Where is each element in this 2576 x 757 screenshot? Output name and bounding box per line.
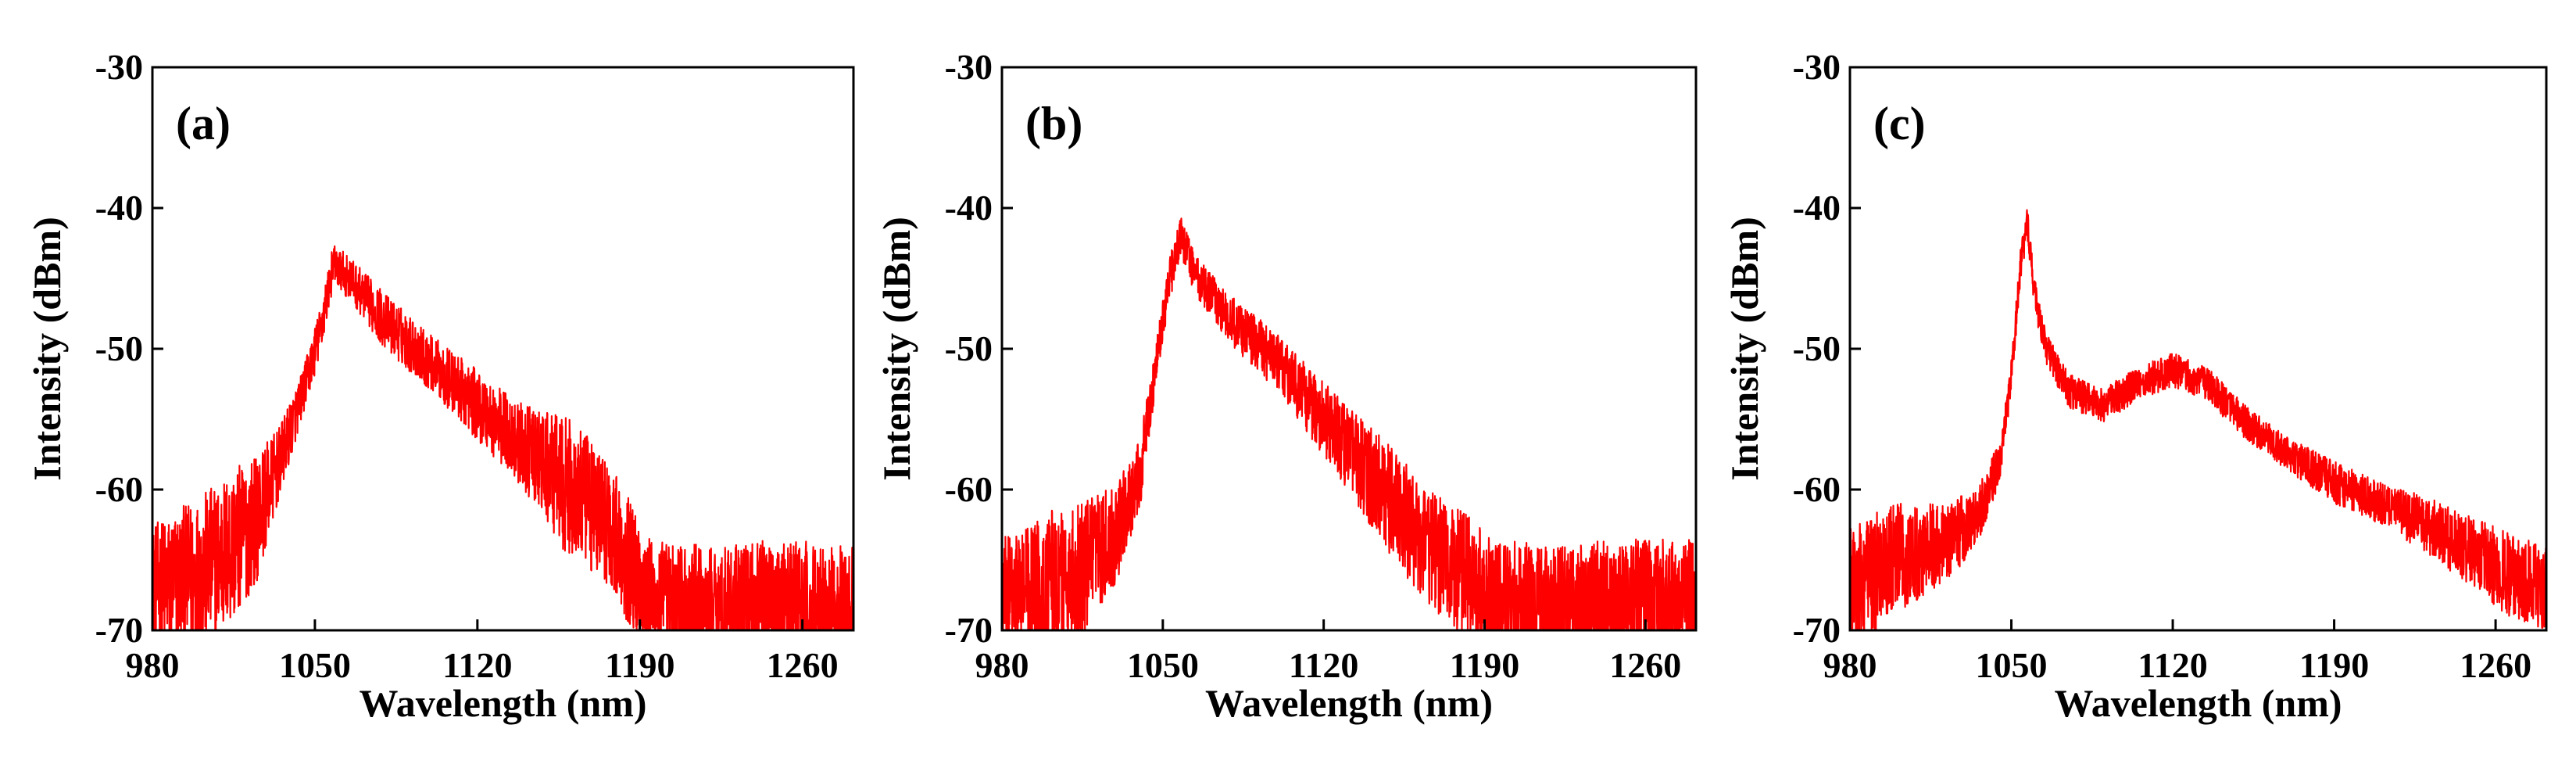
y-tick-label: -40 bbox=[945, 188, 993, 228]
y-tick-label: -70 bbox=[95, 610, 143, 650]
y-tick-label: -50 bbox=[1793, 328, 1841, 368]
x-axis-label: Wavelength (nm) bbox=[2054, 681, 2342, 725]
y-tick-label: -60 bbox=[1793, 469, 1841, 509]
panel-label: (a) bbox=[176, 98, 231, 149]
x-tick-label: 1120 bbox=[442, 645, 512, 685]
x-tick-label: 980 bbox=[1823, 645, 1877, 685]
y-axis-label: Intensity (dBm) bbox=[875, 217, 918, 481]
y-tick-label: -30 bbox=[945, 47, 993, 87]
panel-label: (b) bbox=[1025, 98, 1082, 149]
x-tick-label: 980 bbox=[126, 645, 180, 685]
y-tick-label: -30 bbox=[95, 47, 143, 87]
series-line-spectrum bbox=[1002, 217, 1696, 630]
y-tick-label: -50 bbox=[95, 328, 143, 368]
x-axis-label: Wavelength (nm) bbox=[1205, 681, 1493, 725]
y-tick-label: -60 bbox=[945, 469, 993, 509]
y-tick-label: -60 bbox=[95, 469, 143, 509]
series-line-spectrum bbox=[1850, 209, 2546, 630]
x-tick-label: 1190 bbox=[605, 645, 674, 685]
y-tick-label: -70 bbox=[945, 610, 993, 650]
x-axis-label: Wavelength (nm) bbox=[359, 681, 646, 725]
x-tick-label: 1050 bbox=[279, 645, 351, 685]
x-tick-label: 1050 bbox=[1127, 645, 1199, 685]
x-tick-label: 1190 bbox=[2299, 645, 2369, 685]
y-tick-label: -30 bbox=[1793, 47, 1841, 87]
x-tick-label: 1190 bbox=[1450, 645, 1519, 685]
y-tick-label: -40 bbox=[95, 188, 143, 228]
x-tick-label: 1050 bbox=[1976, 645, 2048, 685]
x-tick-label: 980 bbox=[975, 645, 1029, 685]
y-tick-label: -50 bbox=[945, 328, 993, 368]
chart-panel-c: 980 1050 1120 1190 1260 -30 -40 -50 -60 -70 Wavele… bbox=[1723, 47, 2548, 725]
x-tick-label: 1120 bbox=[2138, 645, 2207, 685]
y-tick-label: -40 bbox=[1793, 188, 1841, 228]
x-tick-label: 1120 bbox=[1289, 645, 1358, 685]
y-axis-label: Intensity (dBm) bbox=[25, 217, 69, 481]
series-line-spectrum bbox=[152, 245, 853, 630]
panel-label: (c) bbox=[1873, 98, 1926, 149]
y-axis-label: Intensity (dBm) bbox=[1723, 217, 1766, 481]
chart-panel-b: 980 1050 1120 1190 1260 -30 -40 -50 -60 -70 Wavele… bbox=[875, 47, 1698, 725]
x-tick-label: 1260 bbox=[1609, 645, 1681, 685]
x-tick-label: 1260 bbox=[767, 645, 839, 685]
y-tick-label: -70 bbox=[1793, 610, 1841, 650]
x-tick-label: 1260 bbox=[2460, 645, 2531, 685]
chart-panel-a: 980 1050 1120 1190 1260 -30 -40 -50 -60 -70 Wavele… bbox=[25, 47, 855, 725]
